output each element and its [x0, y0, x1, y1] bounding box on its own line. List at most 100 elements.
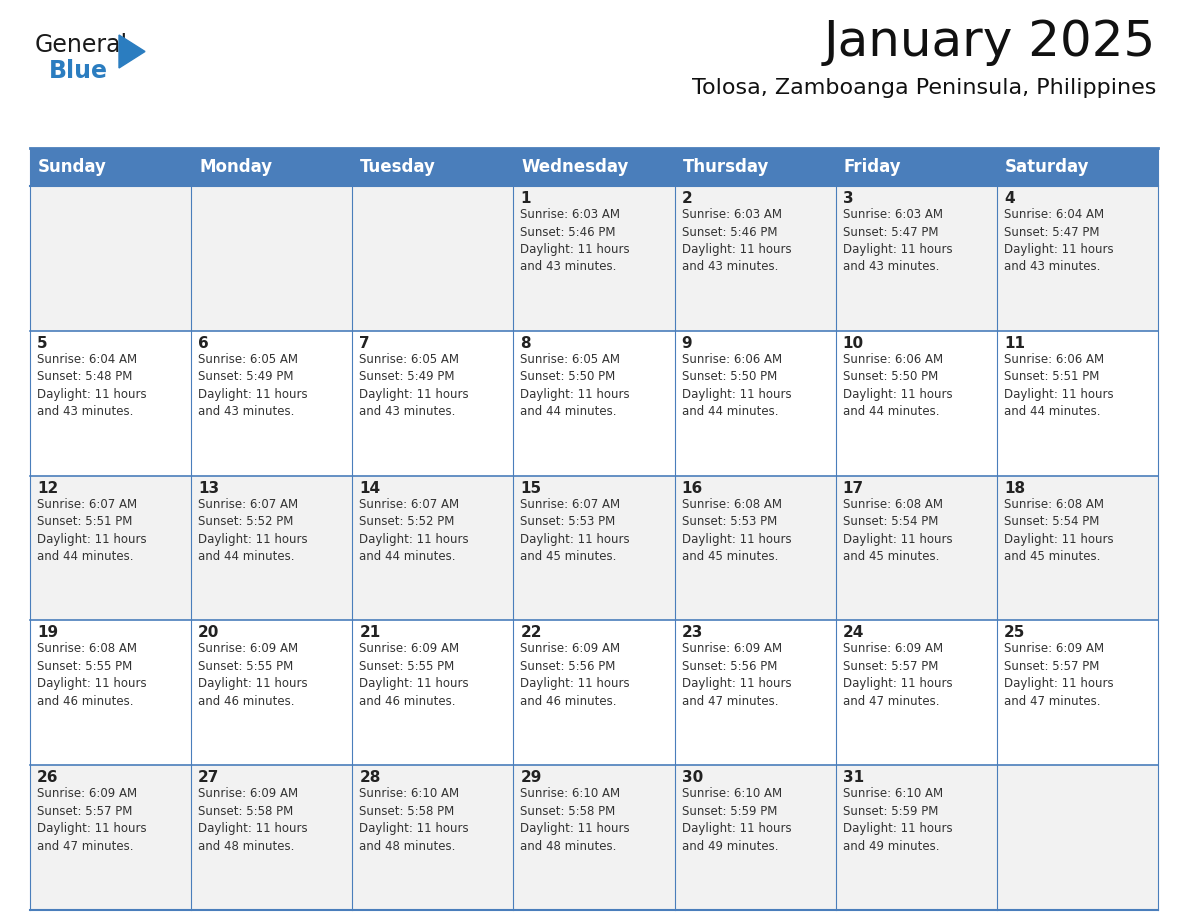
- Bar: [30, 766, 191, 910]
- Bar: [835, 186, 997, 330]
- Bar: [191, 621, 353, 766]
- Bar: [997, 476, 1158, 621]
- Bar: [513, 766, 675, 910]
- Bar: [997, 766, 1158, 910]
- Text: 6: 6: [198, 336, 209, 351]
- Text: Sunrise: 6:10 AM
Sunset: 5:59 PM
Daylight: 11 hours
and 49 minutes.: Sunrise: 6:10 AM Sunset: 5:59 PM Dayligh…: [842, 788, 953, 853]
- Text: Sunrise: 6:03 AM
Sunset: 5:46 PM
Daylight: 11 hours
and 43 minutes.: Sunrise: 6:03 AM Sunset: 5:46 PM Dayligh…: [520, 208, 630, 274]
- Text: 11: 11: [1004, 336, 1025, 351]
- Text: Sunrise: 6:05 AM
Sunset: 5:50 PM
Daylight: 11 hours
and 44 minutes.: Sunrise: 6:05 AM Sunset: 5:50 PM Dayligh…: [520, 353, 630, 419]
- Bar: [675, 186, 835, 330]
- Bar: [30, 330, 191, 476]
- Text: Tolosa, Zamboanga Peninsula, Philippines: Tolosa, Zamboanga Peninsula, Philippines: [691, 78, 1156, 98]
- Text: 17: 17: [842, 481, 864, 496]
- Bar: [835, 476, 997, 621]
- Text: Sunrise: 6:03 AM
Sunset: 5:46 PM
Daylight: 11 hours
and 43 minutes.: Sunrise: 6:03 AM Sunset: 5:46 PM Dayligh…: [682, 208, 791, 274]
- Bar: [513, 476, 675, 621]
- Text: Sunrise: 6:05 AM
Sunset: 5:49 PM
Daylight: 11 hours
and 43 minutes.: Sunrise: 6:05 AM Sunset: 5:49 PM Dayligh…: [198, 353, 308, 419]
- Bar: [30, 621, 191, 766]
- Text: 24: 24: [842, 625, 864, 641]
- Bar: [191, 766, 353, 910]
- Text: Sunrise: 6:07 AM
Sunset: 5:51 PM
Daylight: 11 hours
and 44 minutes.: Sunrise: 6:07 AM Sunset: 5:51 PM Dayligh…: [37, 498, 146, 563]
- Text: Sunrise: 6:07 AM
Sunset: 5:52 PM
Daylight: 11 hours
and 44 minutes.: Sunrise: 6:07 AM Sunset: 5:52 PM Dayligh…: [198, 498, 308, 563]
- Text: 15: 15: [520, 481, 542, 496]
- Text: Monday: Monday: [200, 158, 272, 176]
- Text: 10: 10: [842, 336, 864, 351]
- Bar: [675, 330, 835, 476]
- Text: 19: 19: [37, 625, 58, 641]
- Bar: [353, 330, 513, 476]
- Text: Sunrise: 6:09 AM
Sunset: 5:55 PM
Daylight: 11 hours
and 46 minutes.: Sunrise: 6:09 AM Sunset: 5:55 PM Dayligh…: [359, 643, 469, 708]
- Text: January 2025: January 2025: [823, 18, 1156, 66]
- Text: 23: 23: [682, 625, 703, 641]
- Bar: [835, 330, 997, 476]
- Text: Sunrise: 6:05 AM
Sunset: 5:49 PM
Daylight: 11 hours
and 43 minutes.: Sunrise: 6:05 AM Sunset: 5:49 PM Dayligh…: [359, 353, 469, 419]
- Text: Friday: Friday: [843, 158, 902, 176]
- Text: Sunrise: 6:09 AM
Sunset: 5:57 PM
Daylight: 11 hours
and 47 minutes.: Sunrise: 6:09 AM Sunset: 5:57 PM Dayligh…: [37, 788, 146, 853]
- Bar: [353, 621, 513, 766]
- Text: Sunrise: 6:08 AM
Sunset: 5:55 PM
Daylight: 11 hours
and 46 minutes.: Sunrise: 6:08 AM Sunset: 5:55 PM Dayligh…: [37, 643, 146, 708]
- Text: 29: 29: [520, 770, 542, 785]
- Text: 7: 7: [359, 336, 369, 351]
- Text: 13: 13: [198, 481, 220, 496]
- Text: Sunrise: 6:07 AM
Sunset: 5:53 PM
Daylight: 11 hours
and 45 minutes.: Sunrise: 6:07 AM Sunset: 5:53 PM Dayligh…: [520, 498, 630, 563]
- Text: Sunrise: 6:09 AM
Sunset: 5:58 PM
Daylight: 11 hours
and 48 minutes.: Sunrise: 6:09 AM Sunset: 5:58 PM Dayligh…: [198, 788, 308, 853]
- Bar: [353, 766, 513, 910]
- Text: 22: 22: [520, 625, 542, 641]
- Text: 1: 1: [520, 191, 531, 206]
- Bar: [513, 186, 675, 330]
- Text: Thursday: Thursday: [683, 158, 769, 176]
- Polygon shape: [119, 35, 145, 68]
- Text: 20: 20: [198, 625, 220, 641]
- Bar: [997, 186, 1158, 330]
- Text: 2: 2: [682, 191, 693, 206]
- Text: Tuesday: Tuesday: [360, 158, 436, 176]
- Text: 5: 5: [37, 336, 48, 351]
- Bar: [30, 148, 1158, 186]
- Text: 27: 27: [198, 770, 220, 785]
- Bar: [353, 186, 513, 330]
- Text: 21: 21: [359, 625, 380, 641]
- Bar: [191, 476, 353, 621]
- Text: Sunrise: 6:10 AM
Sunset: 5:58 PM
Daylight: 11 hours
and 48 minutes.: Sunrise: 6:10 AM Sunset: 5:58 PM Dayligh…: [359, 788, 469, 853]
- Bar: [353, 476, 513, 621]
- Text: 14: 14: [359, 481, 380, 496]
- Text: Saturday: Saturday: [1005, 158, 1089, 176]
- Bar: [997, 330, 1158, 476]
- Text: 30: 30: [682, 770, 703, 785]
- Bar: [30, 186, 191, 330]
- Text: Sunrise: 6:03 AM
Sunset: 5:47 PM
Daylight: 11 hours
and 43 minutes.: Sunrise: 6:03 AM Sunset: 5:47 PM Dayligh…: [842, 208, 953, 274]
- Text: 3: 3: [842, 191, 853, 206]
- Text: Sunrise: 6:06 AM
Sunset: 5:50 PM
Daylight: 11 hours
and 44 minutes.: Sunrise: 6:06 AM Sunset: 5:50 PM Dayligh…: [682, 353, 791, 419]
- Text: 28: 28: [359, 770, 380, 785]
- Text: Sunrise: 6:08 AM
Sunset: 5:54 PM
Daylight: 11 hours
and 45 minutes.: Sunrise: 6:08 AM Sunset: 5:54 PM Dayligh…: [1004, 498, 1113, 563]
- Text: Sunrise: 6:09 AM
Sunset: 5:55 PM
Daylight: 11 hours
and 46 minutes.: Sunrise: 6:09 AM Sunset: 5:55 PM Dayligh…: [198, 643, 308, 708]
- Text: 8: 8: [520, 336, 531, 351]
- Text: Sunrise: 6:06 AM
Sunset: 5:50 PM
Daylight: 11 hours
and 44 minutes.: Sunrise: 6:06 AM Sunset: 5:50 PM Dayligh…: [842, 353, 953, 419]
- Text: 16: 16: [682, 481, 703, 496]
- Text: Sunrise: 6:06 AM
Sunset: 5:51 PM
Daylight: 11 hours
and 44 minutes.: Sunrise: 6:06 AM Sunset: 5:51 PM Dayligh…: [1004, 353, 1113, 419]
- Bar: [513, 330, 675, 476]
- Text: Sunrise: 6:08 AM
Sunset: 5:54 PM
Daylight: 11 hours
and 45 minutes.: Sunrise: 6:08 AM Sunset: 5:54 PM Dayligh…: [842, 498, 953, 563]
- Text: 31: 31: [842, 770, 864, 785]
- Text: Sunrise: 6:09 AM
Sunset: 5:57 PM
Daylight: 11 hours
and 47 minutes.: Sunrise: 6:09 AM Sunset: 5:57 PM Dayligh…: [1004, 643, 1113, 708]
- Bar: [675, 476, 835, 621]
- Text: General: General: [34, 33, 128, 57]
- Text: Sunrise: 6:10 AM
Sunset: 5:59 PM
Daylight: 11 hours
and 49 minutes.: Sunrise: 6:10 AM Sunset: 5:59 PM Dayligh…: [682, 788, 791, 853]
- Text: Sunrise: 6:10 AM
Sunset: 5:58 PM
Daylight: 11 hours
and 48 minutes.: Sunrise: 6:10 AM Sunset: 5:58 PM Dayligh…: [520, 788, 630, 853]
- Bar: [835, 766, 997, 910]
- Bar: [30, 476, 191, 621]
- Bar: [997, 621, 1158, 766]
- Text: Sunrise: 6:08 AM
Sunset: 5:53 PM
Daylight: 11 hours
and 45 minutes.: Sunrise: 6:08 AM Sunset: 5:53 PM Dayligh…: [682, 498, 791, 563]
- Text: 9: 9: [682, 336, 693, 351]
- Text: Sunrise: 6:09 AM
Sunset: 5:56 PM
Daylight: 11 hours
and 47 minutes.: Sunrise: 6:09 AM Sunset: 5:56 PM Dayligh…: [682, 643, 791, 708]
- Text: 26: 26: [37, 770, 58, 785]
- Text: Sunday: Sunday: [38, 158, 107, 176]
- Text: 4: 4: [1004, 191, 1015, 206]
- Text: 12: 12: [37, 481, 58, 496]
- Bar: [513, 621, 675, 766]
- Text: 18: 18: [1004, 481, 1025, 496]
- Text: Wednesday: Wednesday: [522, 158, 628, 176]
- Text: Sunrise: 6:07 AM
Sunset: 5:52 PM
Daylight: 11 hours
and 44 minutes.: Sunrise: 6:07 AM Sunset: 5:52 PM Dayligh…: [359, 498, 469, 563]
- Text: Sunrise: 6:04 AM
Sunset: 5:48 PM
Daylight: 11 hours
and 43 minutes.: Sunrise: 6:04 AM Sunset: 5:48 PM Dayligh…: [37, 353, 146, 419]
